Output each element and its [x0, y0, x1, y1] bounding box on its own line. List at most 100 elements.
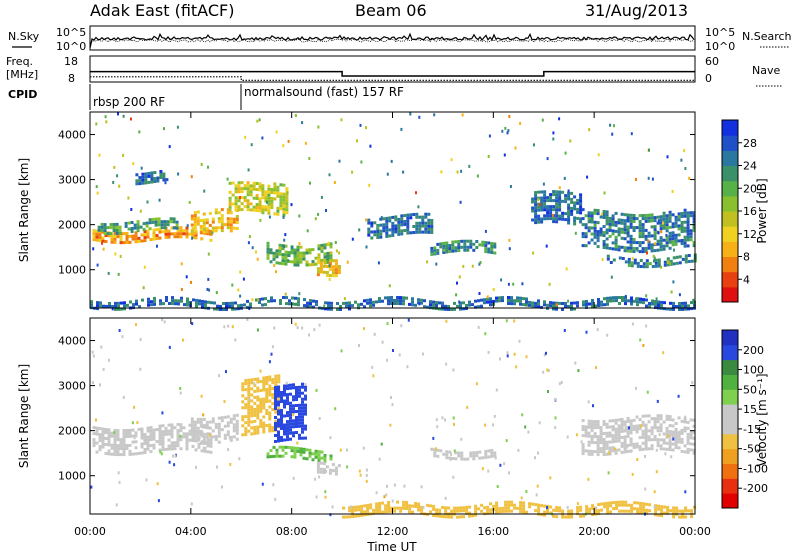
heatmap-cell	[296, 251, 300, 255]
heatmap-cell	[445, 247, 449, 251]
heatmap-cell	[372, 374, 375, 378]
heatmap-cell	[182, 232, 186, 236]
heatmap-cell	[593, 426, 597, 430]
heatmap-cell	[370, 224, 374, 228]
heatmap-cell	[164, 426, 168, 430]
heatmap-cell	[552, 304, 555, 308]
heatmap-cell	[668, 430, 672, 434]
heatmap-cell	[334, 268, 338, 272]
heatmap-cell	[278, 243, 282, 247]
heatmap-cell	[131, 421, 134, 425]
heatmap-cell	[681, 515, 685, 519]
colorbar-tick-label: -200	[743, 482, 768, 495]
heatmap-cell	[98, 236, 102, 240]
heatmap-cell	[606, 257, 610, 261]
heatmap-cell	[134, 440, 138, 444]
heatmap-cell	[274, 395, 277, 398]
heatmap-cell	[632, 418, 636, 422]
heatmap-cell	[229, 223, 233, 227]
heatmap-cell	[273, 191, 277, 195]
heatmap-cell	[231, 181, 235, 185]
heatmap-cell	[252, 187, 256, 191]
heatmap-cell	[475, 382, 478, 386]
nsearch-label: N.Search	[742, 30, 792, 43]
heatmap-cell	[185, 275, 188, 279]
heatmap-cell	[255, 197, 259, 200]
heatmap-cell	[149, 450, 153, 454]
heatmap-cell	[671, 418, 675, 422]
heatmap-cell	[612, 299, 615, 303]
time-tick-labels: 00:00 04:00 08:00 12:00 16:00 20:00 00:00	[74, 525, 711, 538]
heatmap-cell	[191, 439, 195, 442]
heatmap-cell	[279, 198, 283, 202]
heatmap-cell	[660, 505, 664, 509]
heatmap-cell	[549, 214, 553, 218]
heatmap-cell	[273, 299, 276, 303]
heatmap-cell	[327, 307, 330, 311]
heatmap-cell	[590, 440, 594, 444]
heatmap-cell	[327, 301, 330, 305]
heatmap-cell	[537, 220, 541, 224]
heatmap-cell	[636, 303, 639, 307]
heatmap-cell	[671, 424, 675, 428]
heatmap-cell	[684, 301, 687, 305]
heatmap-cell	[468, 303, 471, 307]
heatmap-cell	[672, 262, 676, 266]
heatmap-cell	[629, 234, 633, 238]
heatmap-cell	[537, 202, 541, 206]
heatmap-cell	[405, 504, 409, 507]
heatmap-cell	[554, 426, 557, 430]
heatmap-cell	[429, 300, 432, 304]
heatmap-cell	[566, 505, 569, 509]
heatmap-cell	[268, 399, 272, 403]
heatmap-cell	[348, 506, 352, 510]
heatmap-cell	[138, 176, 142, 180]
heatmap-cell	[524, 425, 527, 429]
heatmap-cell	[617, 427, 621, 431]
heatmap-cell	[116, 174, 119, 178]
heatmap-cell	[468, 505, 472, 509]
heatmap-cell	[133, 223, 137, 227]
heatmap-cell	[540, 504, 544, 508]
heatmap-cell	[235, 437, 239, 441]
heatmap-cell	[261, 297, 264, 301]
heatmap-cell	[217, 425, 221, 429]
heatmap-cell	[188, 429, 192, 433]
heatmap-cell	[113, 231, 117, 235]
heatmap-cell	[117, 272, 120, 276]
heatmap-cell	[519, 302, 522, 306]
heatmap-cell	[561, 211, 565, 215]
heatmap-cell	[265, 382, 269, 385]
heatmap-cell	[561, 199, 565, 203]
heatmap-cell	[242, 277, 245, 281]
heatmap-cell	[465, 508, 469, 512]
heatmap-cell	[593, 241, 597, 245]
heatmap-cell	[329, 257, 333, 261]
heatmap-cell	[228, 301, 231, 305]
heatmap-cell	[301, 418, 304, 422]
heatmap-cell	[684, 307, 687, 311]
heatmap-cell	[648, 509, 652, 513]
heatmap-cell	[134, 231, 138, 235]
heatmap-cell	[202, 441, 206, 445]
heatmap-cell	[617, 230, 621, 234]
heatmap-cell	[337, 271, 341, 274]
heatmap-cell	[466, 457, 470, 461]
heatmap-cell	[115, 503, 118, 507]
heatmap-cell	[630, 503, 634, 507]
heatmap-cell	[596, 212, 600, 216]
heatmap-cell	[393, 302, 396, 305]
heatmap-cell	[337, 464, 341, 468]
heatmap-cell	[614, 220, 618, 224]
heatmap-cell	[156, 179, 160, 183]
heatmap-cell	[581, 452, 585, 456]
heatmap-cell	[641, 247, 645, 251]
heatmap-cell	[668, 234, 672, 238]
heatmap-cell	[674, 236, 678, 240]
heatmap-cell	[608, 419, 612, 423]
heatmap-cell	[552, 220, 556, 224]
heatmap-cell	[301, 415, 304, 419]
heatmap-cell	[686, 217, 690, 221]
heatmap-cell	[348, 307, 351, 311]
heatmap-cell	[180, 296, 183, 300]
